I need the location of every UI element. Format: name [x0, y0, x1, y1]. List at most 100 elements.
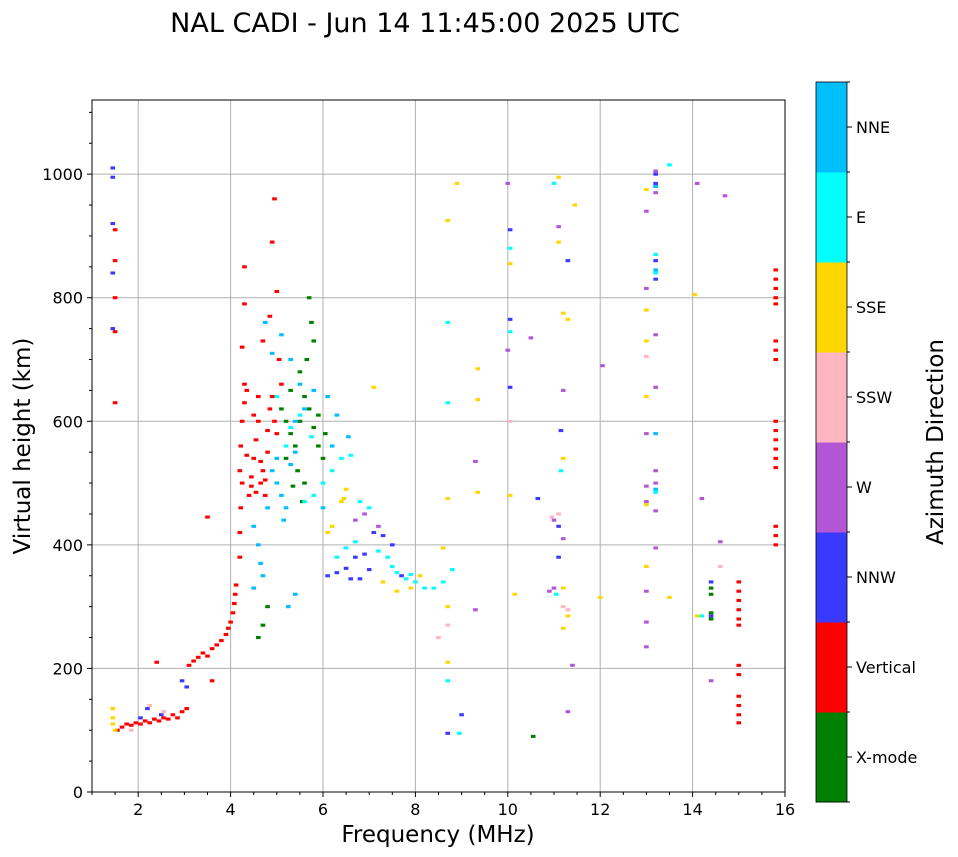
y-tick-label: 600	[52, 412, 83, 431]
data-cell-vertical	[124, 722, 129, 726]
data-cell-vertical	[773, 438, 779, 442]
data-cell-e	[376, 549, 381, 553]
x-tick-label: 16	[775, 800, 795, 819]
data-cell-w	[505, 348, 511, 352]
data-cell-vertical	[205, 654, 210, 658]
data-cell-sse	[556, 175, 561, 179]
data-cell-x-mode	[295, 469, 300, 473]
data-cell-nne	[288, 357, 293, 362]
data-cell-vertical	[736, 713, 742, 717]
data-cell-nnw	[325, 574, 330, 578]
data-cell-sse	[380, 580, 386, 584]
data-cell-e	[348, 453, 354, 457]
colorbar-segment-x-mode	[816, 712, 847, 803]
data-cell-nnw	[556, 555, 561, 559]
data-cell-vertical	[138, 722, 143, 726]
data-cell-nnw	[334, 571, 340, 575]
data-cell-sse	[694, 614, 700, 618]
data-cell-vertical	[260, 339, 266, 343]
data-cell-nne	[329, 444, 335, 448]
data-cell-w	[556, 225, 561, 229]
data-cell-vertical	[736, 721, 742, 725]
data-cell-nne	[292, 419, 298, 423]
data-cell-e	[667, 163, 672, 167]
data-cell-vertical	[223, 632, 229, 636]
data-cell-nnw	[653, 277, 658, 281]
data-cell-vertical	[184, 707, 190, 711]
data-cell-w	[570, 663, 575, 667]
x-axis-ticks: 2 4 6 8 10 12 14 16	[91, 792, 795, 819]
data-cell-sse	[644, 339, 649, 343]
data-cell-nnw	[110, 271, 116, 275]
data-cell-vertical	[156, 719, 162, 723]
data-cell-w	[528, 336, 534, 340]
x-tick-label: 8	[410, 800, 420, 819]
data-cell-sse	[644, 188, 649, 192]
data-cell-nnw	[343, 566, 349, 570]
data-cell-vertical	[238, 506, 244, 510]
data-cell-vertical	[773, 447, 779, 451]
data-cell-sse	[394, 589, 400, 593]
data-cell-vertical	[736, 694, 742, 698]
data-cell-sse	[692, 293, 698, 297]
data-cell-w	[560, 537, 566, 541]
data-cell-vertical	[214, 643, 220, 647]
x-axis-label: Frequency (MHz)	[341, 822, 534, 848]
data-cell-nnw	[653, 259, 658, 263]
data-cell-nne	[281, 518, 287, 522]
data-cell-ssw	[549, 515, 554, 519]
data-cell-vertical	[119, 725, 125, 729]
data-cell-vertical	[195, 655, 201, 659]
data-cell-vertical	[267, 407, 273, 411]
data-cell-ssw	[507, 419, 513, 423]
data-cell-vertical	[128, 723, 134, 727]
colorbar-frame	[815, 81, 848, 803]
data-cell-nne	[274, 481, 280, 485]
data-cell-vertical	[231, 602, 237, 606]
data-cell-x-mode	[302, 481, 307, 485]
data-cell-ssw	[128, 728, 134, 732]
data-cell-e	[653, 490, 658, 494]
data-cell-vertical	[272, 197, 277, 201]
data-cell-e	[699, 614, 705, 618]
data-cell-w	[653, 546, 658, 550]
data-cell-sse	[343, 487, 349, 491]
data-cell-vertical	[225, 626, 231, 630]
data-cell-vertical	[773, 466, 779, 470]
data-cell-vertical	[237, 469, 243, 473]
data-cell-sse	[112, 728, 118, 732]
data-cell-sse	[572, 203, 578, 207]
data-cell-x-mode	[311, 425, 317, 430]
data-cell-vertical	[152, 717, 157, 721]
data-cell-vertical	[238, 444, 244, 448]
data-cell-e	[551, 181, 557, 185]
data-cell-vertical	[262, 493, 268, 497]
data-cell-sse	[475, 398, 481, 402]
data-cell-nne	[256, 543, 261, 547]
data-cell-w	[600, 364, 605, 368]
data-cell-nne	[269, 351, 275, 355]
data-cell-e	[394, 571, 400, 575]
data-cell-vertical	[179, 710, 185, 714]
data-cell-vertical	[773, 286, 779, 290]
data-cell-sse	[110, 722, 116, 726]
data-cell-e	[309, 435, 314, 439]
data-cell-vertical	[165, 717, 171, 721]
data-cell-vertical	[244, 453, 250, 457]
data-cell-sse	[644, 395, 649, 399]
data-cell-nne	[302, 407, 307, 411]
data-cell-e	[343, 546, 349, 550]
data-cell-e	[403, 577, 409, 581]
data-cell-nne	[262, 320, 268, 324]
colorbar-label: W	[856, 478, 872, 497]
data-cell-x-mode	[309, 320, 314, 324]
data-cell-vertical	[154, 660, 159, 664]
data-cell-sse	[475, 490, 481, 494]
data-cell-nnw	[366, 568, 372, 572]
data-cell-vertical	[773, 268, 779, 272]
data-cell-nne	[251, 586, 257, 590]
data-cell-x-mode	[708, 592, 714, 596]
data-cell-x-mode	[290, 484, 296, 488]
data-cell-e	[653, 252, 658, 257]
data-cell-e	[558, 469, 564, 473]
